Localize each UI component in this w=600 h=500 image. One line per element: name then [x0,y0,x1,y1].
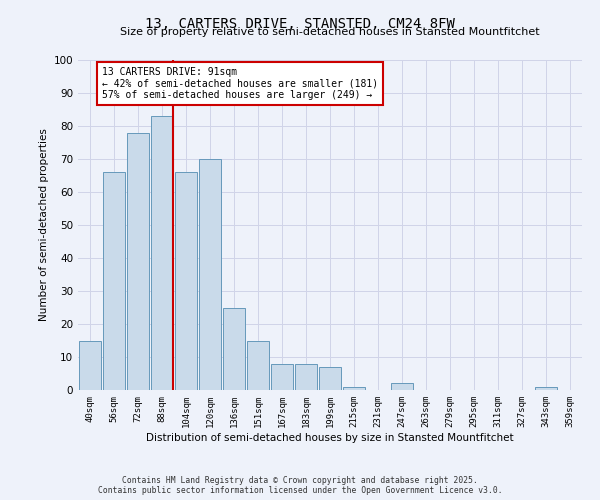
Bar [127,132,149,390]
Bar [535,386,557,390]
Bar [199,159,221,390]
Bar [175,172,197,390]
Title: Size of property relative to semi-detached houses in Stansted Mountfitchet: Size of property relative to semi-detach… [120,27,540,37]
Text: 13, CARTERS DRIVE, STANSTED, CM24 8FW: 13, CARTERS DRIVE, STANSTED, CM24 8FW [145,18,455,32]
Bar [247,340,269,390]
Bar [271,364,293,390]
Y-axis label: Number of semi-detached properties: Number of semi-detached properties [40,128,49,322]
Bar [319,367,341,390]
X-axis label: Distribution of semi-detached houses by size in Stansted Mountfitchet: Distribution of semi-detached houses by … [146,432,514,442]
Bar [391,384,413,390]
Bar [295,364,317,390]
Bar [103,172,125,390]
Text: 13 CARTERS DRIVE: 91sqm
← 42% of semi-detached houses are smaller (181)
57% of s: 13 CARTERS DRIVE: 91sqm ← 42% of semi-de… [102,66,378,100]
Bar [79,340,101,390]
Bar [343,386,365,390]
Bar [151,116,173,390]
Bar [223,308,245,390]
Text: Contains HM Land Registry data © Crown copyright and database right 2025.
Contai: Contains HM Land Registry data © Crown c… [98,476,502,495]
